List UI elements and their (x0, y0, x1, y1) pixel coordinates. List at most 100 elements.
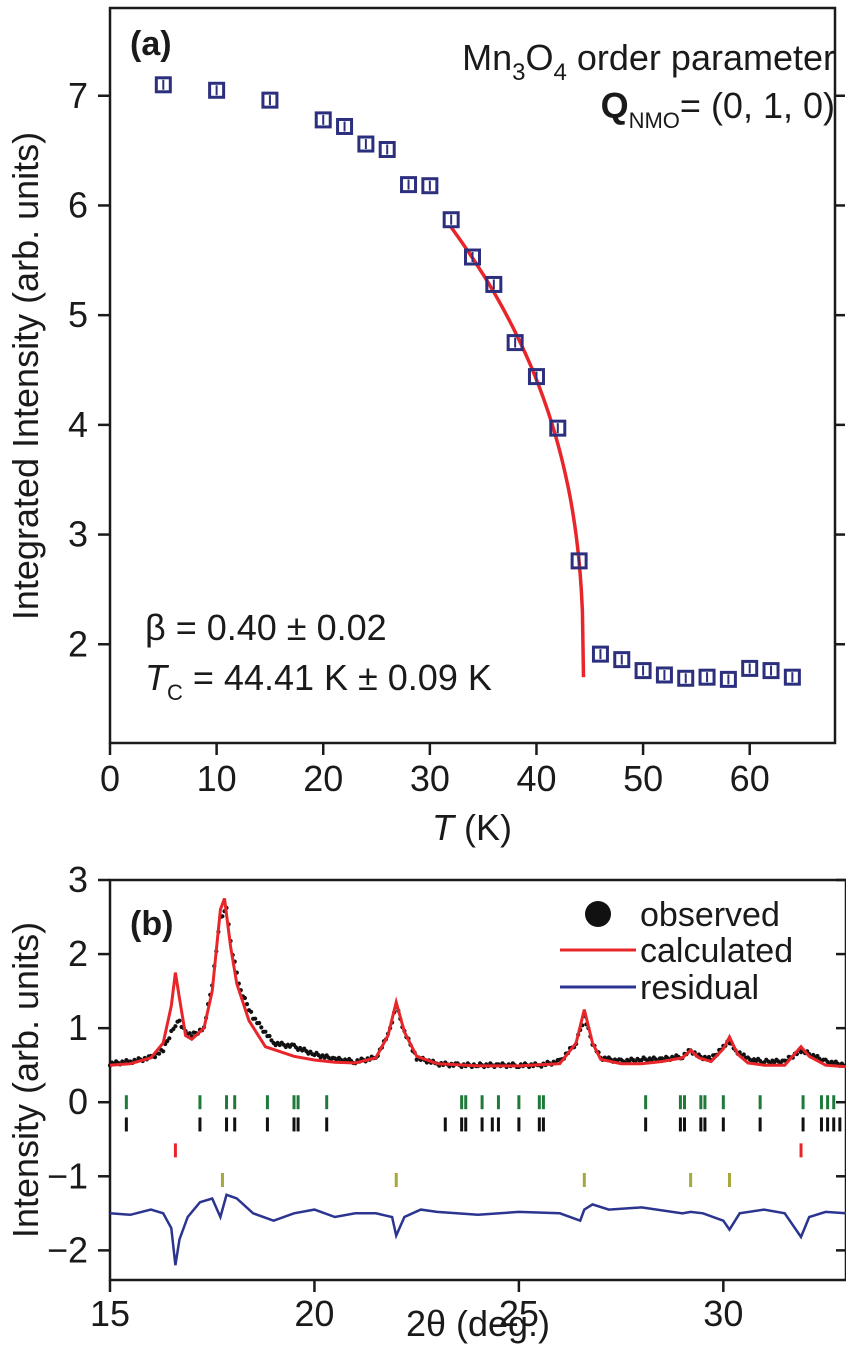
reflection-tick-marks (124, 1095, 842, 1187)
x-tick-label: 30 (410, 758, 450, 799)
title-o: O (526, 37, 554, 78)
data-point (506, 334, 524, 352)
y-tick-label: 7 (68, 75, 88, 116)
y-tick-label: 2 (68, 623, 88, 664)
data-point (698, 668, 716, 686)
panel-b: 15 20 25 30 −2 −1 0 1 2 3 (b) observed calculate… (5, 859, 846, 1344)
y-tick-label: −2 (47, 1229, 88, 1270)
observed-point (242, 995, 247, 1001)
beta-annotation: β = 0.40 ± 0.02 (145, 607, 387, 648)
panel-b-x-axis-title: 2θ (deg.) (406, 1303, 550, 1344)
x-tick-label: 25 (499, 1293, 539, 1334)
residual-curve (109, 1193, 846, 1266)
y-tick-label: 4 (68, 404, 88, 445)
y-tick-label: 3 (68, 514, 88, 555)
q-sub-nmo: NMO (629, 108, 680, 133)
x-tick-label: 20 (303, 758, 343, 799)
observed-point (244, 1002, 250, 1007)
x-tick-label: 40 (516, 758, 556, 799)
data-point (154, 76, 172, 94)
title-mn: Mn (462, 37, 512, 78)
observed-point (157, 1051, 162, 1056)
order-parameter-fit-curve (449, 226, 586, 678)
observed-point (187, 1031, 192, 1036)
data-point (549, 419, 567, 437)
tc-sub-c: C (167, 680, 183, 705)
panel-a-q-vector: QNMO= (0, 1, 0) (601, 85, 835, 133)
panel-b-y-ticks: −2 −1 0 1 2 3 (47, 859, 846, 1270)
q-bold: Q (601, 85, 629, 126)
x-title-italic-t: T (432, 807, 457, 848)
x-title-unit: (K) (454, 807, 512, 848)
x-tick-label: 10 (197, 758, 237, 799)
data-point (421, 177, 439, 195)
data-point (464, 248, 481, 266)
data-point (378, 141, 396, 159)
observed-point (741, 1052, 746, 1057)
panel-b-label: (b) (130, 905, 173, 943)
observed-point (249, 1009, 254, 1014)
panel-a-x-ticks: 0 10 20 30 40 50 60 (100, 743, 770, 799)
x-tick-label: 30 (703, 1293, 743, 1334)
data-point (677, 669, 695, 687)
legend-observed-marker (585, 901, 611, 927)
data-point (357, 135, 375, 153)
y-tick-label: −1 (47, 1155, 88, 1196)
data-point (261, 91, 279, 109)
data-point (442, 211, 460, 229)
panel-a-y-axis-title: Integrated Intensity (arb. units) (5, 132, 46, 620)
observed-point (167, 1036, 172, 1041)
legend-calculated-label: calculated (640, 932, 793, 970)
x-tick-label: 60 (730, 758, 770, 799)
observed-point (173, 1024, 178, 1029)
q-value: = (0, 1, 0) (680, 85, 835, 126)
panel-a-y-ticks: 2 3 4 5 6 7 (68, 75, 845, 664)
data-point (591, 645, 609, 663)
y-tick-label: 1 (68, 1007, 88, 1048)
data-point (208, 81, 226, 99)
observed-point (161, 1049, 166, 1054)
data-point (314, 111, 332, 129)
observed-point (263, 1029, 268, 1034)
data-point (762, 662, 780, 680)
observed-point (706, 1054, 712, 1060)
data-point (336, 117, 354, 135)
tc-italic-t: T (145, 657, 170, 698)
observed-point (257, 1020, 262, 1026)
data-point (527, 368, 545, 386)
panel-a-x-axis-title: T (K) (432, 807, 512, 848)
x-tick-label: 50 (623, 758, 663, 799)
panel-a: 0 10 20 30 40 50 60 2 3 4 5 6 7 (a) Mn3O4 order par… (5, 6, 845, 848)
data-point (719, 670, 737, 688)
data-point (485, 275, 503, 293)
observed-point (253, 1016, 258, 1021)
tc-annotation: TC = 44.41 K ± 0.09 K (145, 657, 492, 705)
legend: observed calculated residual (560, 896, 793, 1007)
panel-a-title: Mn3O4 order parameter (462, 37, 835, 86)
y-tick-label: 5 (68, 294, 88, 335)
data-point (400, 176, 418, 194)
data-point (783, 668, 801, 686)
panel-b-y-axis-title: Intensity (arb. units) (5, 922, 46, 1238)
panel-a-frame (108, 6, 837, 745)
x-tick-label: 15 (90, 1293, 130, 1334)
observed-point (267, 1033, 272, 1039)
legend-observed-label: observed (640, 896, 780, 934)
data-point (655, 666, 673, 684)
y-tick-label: 2 (68, 933, 88, 974)
panel-b-x-ticks: 15 20 25 30 (90, 1280, 743, 1334)
observed-point (259, 1025, 264, 1030)
panel-a-label: (a) (130, 25, 172, 63)
data-point (613, 651, 631, 669)
legend-residual-label: residual (640, 969, 759, 1007)
y-tick-label: 6 (68, 184, 88, 225)
x-tick-label: 20 (294, 1293, 334, 1334)
title-sub-4: 4 (554, 59, 567, 86)
data-point (741, 659, 759, 677)
y-tick-label: 0 (68, 1081, 88, 1122)
panel-b-frame (108, 878, 846, 1282)
data-point (634, 662, 652, 680)
observed-point (177, 1018, 182, 1023)
x-tick-label: 0 (100, 758, 120, 799)
